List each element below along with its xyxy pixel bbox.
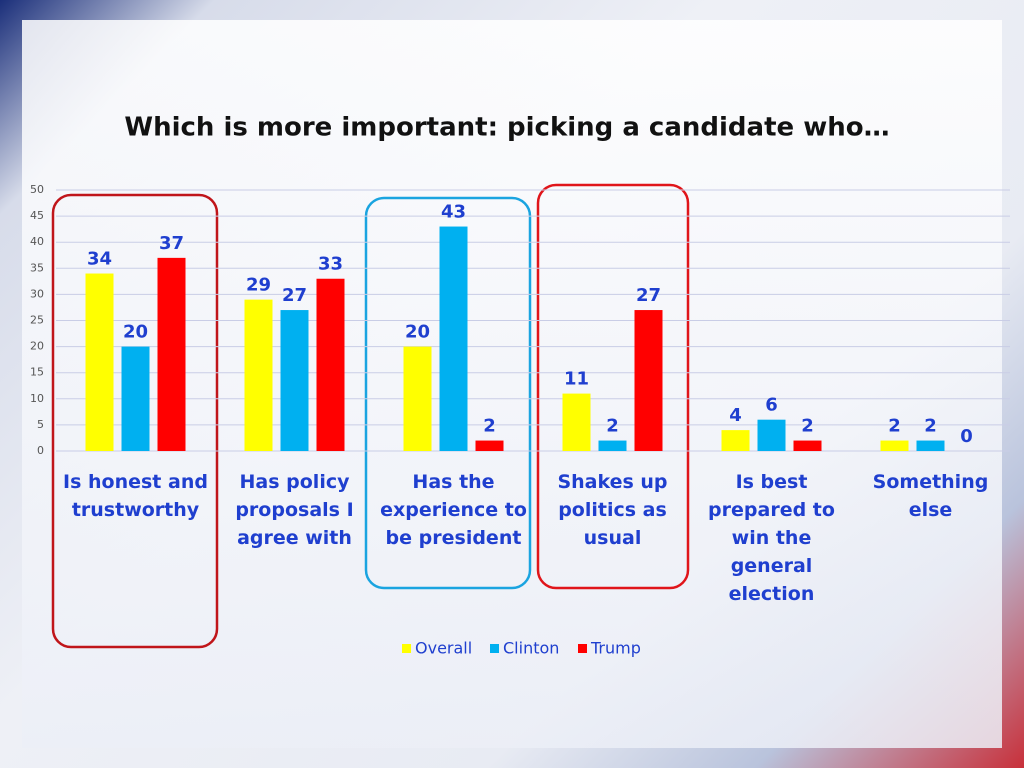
legend-swatch [578,644,587,653]
y-tick-label: 50 [30,183,44,196]
bar [121,346,150,451]
data-label: 37 [159,233,184,254]
data-label: 4 [729,405,742,426]
highlight-box [536,183,690,590]
bar [280,310,309,451]
y-tick-label: 15 [30,366,44,379]
data-label: 2 [924,416,937,437]
legend-label: Clinton [503,639,559,658]
data-label: 33 [318,254,343,275]
bar [157,257,186,451]
legend-swatch [402,644,411,653]
bar [475,440,504,451]
data-label: 27 [636,285,661,306]
bar [880,440,909,451]
data-label: 43 [441,202,466,223]
x-tick-label: Shakes up politics as usual [557,471,668,549]
y-tick-label: 35 [30,261,44,274]
data-label: 11 [564,369,589,390]
y-tick-label: 40 [30,235,44,248]
bar [757,419,786,451]
bar [439,226,468,451]
x-tick-label: Is honest and trustworthy [63,471,208,521]
bar [634,310,663,451]
y-tick-label: 20 [30,340,44,353]
highlight-box [364,196,532,590]
x-tick-label: Has the experience to be president [380,471,527,549]
bar [403,346,432,451]
legend-label: Trump [590,639,641,658]
y-tick-label: 10 [30,392,44,405]
bar [793,440,822,451]
data-label: 27 [282,285,307,306]
data-label: 2 [606,416,619,437]
data-label: 2 [801,416,814,437]
bar [85,273,114,451]
bar [316,278,345,451]
x-tick-label: Something else [872,471,989,521]
y-tick-label: 30 [30,287,44,300]
data-label: 20 [123,322,148,343]
data-label: 34 [87,249,112,270]
highlight-box [51,193,219,649]
bar [244,299,273,451]
bar [721,430,750,451]
chart-title: Which is more important: picking a candi… [124,113,889,143]
legend-label: Overall [415,639,472,658]
data-label: 29 [246,275,271,296]
bar [562,393,591,451]
data-label: 2 [483,416,496,437]
bar [598,440,627,451]
data-label: 0 [960,426,973,447]
y-tick-label: 0 [37,444,44,457]
legend-swatch [490,644,499,653]
y-tick-label: 45 [30,209,44,222]
y-tick-label: 25 [30,314,44,327]
x-tick-label: Has policy proposals I agree with [235,471,354,549]
data-label: 6 [765,395,778,416]
data-label: 2 [888,416,901,437]
data-label: 20 [405,322,430,343]
x-tick-label: Is best prepared to win the general elec… [708,471,835,605]
bar [916,440,945,451]
y-tick-label: 5 [37,418,44,431]
